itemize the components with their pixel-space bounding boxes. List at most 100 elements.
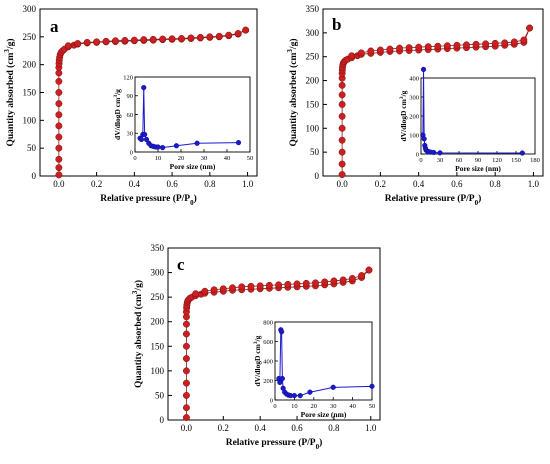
- inset-y-tick-label: 90: [127, 93, 134, 100]
- x-tick-label: 0.0: [53, 179, 65, 189]
- y-tick-label: 50: [310, 147, 320, 157]
- data-point: [74, 40, 82, 47]
- data-point: [215, 32, 223, 40]
- data-point: [210, 286, 218, 294]
- inset-y-tick-label: 60: [127, 112, 134, 119]
- y-tick-label: 0: [160, 415, 165, 425]
- data-point: [234, 30, 242, 37]
- inset-x-tick-label: 10: [291, 403, 298, 410]
- data-point: [463, 41, 470, 49]
- y-tick-label: 200: [23, 60, 37, 70]
- data-point: [376, 46, 384, 54]
- data-point: [187, 34, 195, 42]
- inset-y-tick-label: 120: [123, 74, 133, 81]
- inset-data-point: [330, 384, 336, 390]
- inset-data-point: [279, 375, 285, 382]
- inset-x-axis-label: Pore size (nm): [170, 162, 216, 171]
- data-point: [338, 100, 346, 108]
- inset-y-tick-label: 600: [263, 339, 273, 346]
- data-point: [102, 37, 110, 45]
- x-tick-label: 0.8: [328, 423, 340, 433]
- y-axis-label: Quantity absorbed (cm3/g): [131, 280, 144, 388]
- data-point: [501, 39, 509, 47]
- data-point: [365, 266, 373, 274]
- inset-plot: 0 10 20 30 40 50 0 30 60 90 120 Pore size (nm) dV/dl…: [113, 74, 253, 171]
- data-point: [338, 112, 346, 120]
- data-point: [55, 155, 63, 163]
- data-point: [55, 89, 63, 96]
- y-axis-label: Quantity absorbed (cm3/g): [3, 38, 16, 146]
- inset-data-point: [235, 140, 242, 146]
- inset-plot: 0 10 20 30 40 50 0 200 400 600 800 Pore size (nm) dV…: [253, 319, 375, 419]
- data-point: [453, 41, 461, 49]
- inset-y-tick-label: 800: [263, 319, 273, 326]
- x-tick-label: 0.4: [129, 179, 141, 189]
- plot-frame: [322, 8, 544, 177]
- data-point: [93, 38, 101, 46]
- x-tick-label: 0.2: [375, 179, 386, 189]
- panel-b: 0.0 0.2 0.4 0.6 0.8 1.0050100150200250300350R…: [286, 4, 544, 207]
- data-point: [83, 38, 91, 46]
- inset-data-point: [138, 136, 145, 143]
- data-point: [192, 290, 200, 298]
- data-point: [182, 414, 190, 421]
- data-point: [64, 42, 72, 50]
- inset-x-tick-label: 30: [201, 155, 208, 162]
- x-tick-label: 0.8: [490, 179, 502, 189]
- inset-x-tick-label: 50: [369, 403, 376, 410]
- inset-x-tick-label: 150: [511, 157, 521, 164]
- y-tick-label: 0: [315, 171, 320, 181]
- data-point: [159, 35, 167, 43]
- inset-y-axis-label: dV/dlogD cm3/g: [253, 335, 262, 386]
- data-point: [182, 342, 190, 350]
- data-point: [405, 44, 413, 52]
- data-point: [526, 24, 534, 32]
- data-point: [242, 26, 250, 34]
- data-point: [182, 379, 190, 387]
- x-axis-label: Relative pressure (P/P0): [385, 193, 482, 207]
- inset-frame: [420, 77, 536, 155]
- data-point: [55, 144, 63, 152]
- y-tick-label: 150: [151, 341, 165, 351]
- inset-y-axis-label: dV/dlogD cm3/g: [113, 89, 122, 140]
- y-tick-label: 300: [23, 4, 37, 14]
- y-tick-label: 150: [23, 88, 37, 98]
- data-point: [247, 282, 255, 290]
- inset-data-point: [369, 383, 375, 389]
- data-point: [338, 91, 346, 99]
- inset-y-tick-label: 400: [263, 358, 273, 365]
- data-point: [140, 36, 148, 44]
- y-tick-label: 350: [306, 4, 320, 14]
- inset-x-tick-label: 10: [155, 155, 162, 162]
- data-point: [265, 281, 273, 289]
- inset-data-point: [194, 140, 200, 146]
- inset-data-point: [519, 150, 525, 156]
- inset-x-tick-label: 90: [475, 157, 482, 164]
- x-tick-label: 0.2: [91, 179, 102, 189]
- inset-data-point: [420, 66, 427, 73]
- data-point: [491, 39, 499, 47]
- data-point: [520, 36, 528, 44]
- data-point: [168, 35, 176, 43]
- data-point: [348, 275, 356, 282]
- inset-x-tick-label: 20: [178, 155, 185, 162]
- data-point: [130, 36, 138, 44]
- inset-data-point: [142, 131, 148, 138]
- panel-label: b: [332, 15, 341, 34]
- inset-y-tick-label: 200: [409, 113, 419, 120]
- inset-x-tick-label: 20: [311, 403, 318, 410]
- inset-x-tick-label: 30: [330, 403, 337, 410]
- inset-data-point: [277, 379, 283, 386]
- y-tick-label: 50: [27, 143, 37, 153]
- data-point: [338, 171, 346, 179]
- data-point: [229, 284, 236, 292]
- x-tick-label: 0.6: [451, 179, 463, 189]
- data-point: [55, 100, 63, 108]
- inset-x-tick-label: 120: [492, 157, 502, 164]
- inset-x-tick-label: 40: [349, 403, 356, 410]
- plot-frame: [167, 247, 381, 421]
- data-point: [206, 33, 214, 41]
- y-tick-label: 250: [151, 292, 165, 302]
- inset-y-tick-label: 400: [409, 75, 419, 82]
- data-point: [201, 287, 209, 295]
